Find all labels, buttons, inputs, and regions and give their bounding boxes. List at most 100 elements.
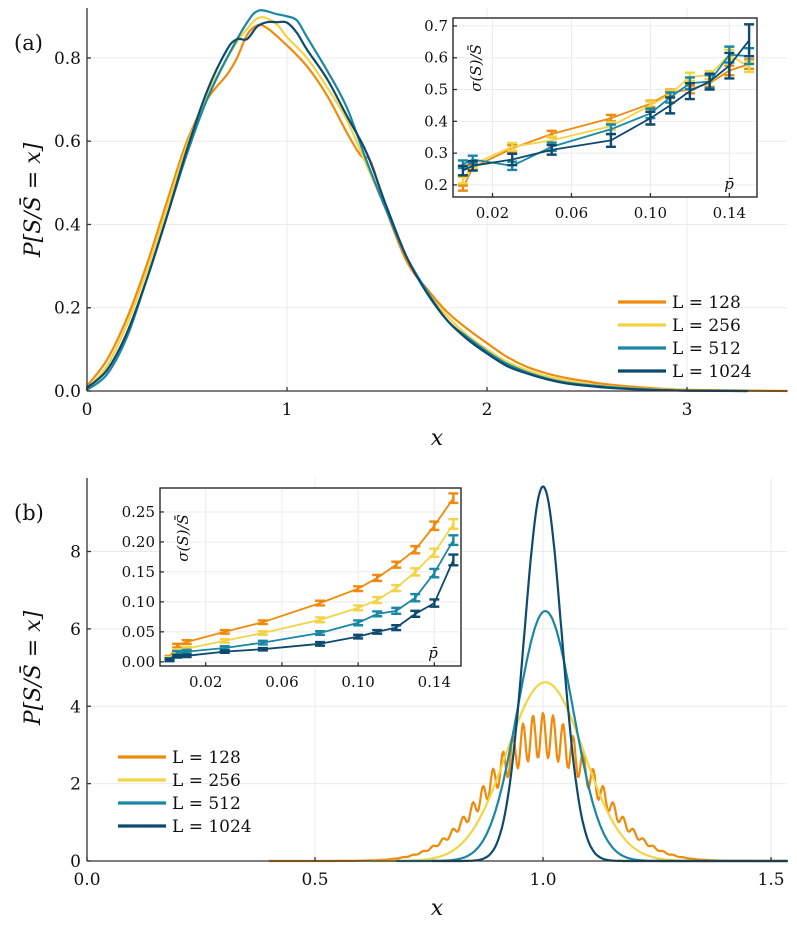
inset-errorbar xyxy=(181,639,192,646)
legend: L = 128 L = 256 L = 512 L = 1024 xyxy=(118,748,252,837)
y-tick-label: 2 xyxy=(70,775,81,795)
inset-errorbar xyxy=(457,164,468,177)
inset: 0.02 0.06 0.10 0.14 0.2 0.3 0.4 0.5 0.6 0.7 σ(S)/S… xyxy=(424,17,758,222)
inset-frame xyxy=(452,17,758,198)
inset-errorbar xyxy=(372,628,383,635)
inset-errorbar xyxy=(315,599,326,607)
inset-errorbar xyxy=(410,544,421,555)
inset-errorbar xyxy=(353,604,364,612)
inset-errorbar xyxy=(391,583,402,593)
inset-errorbar xyxy=(315,616,326,624)
inset-errorbar xyxy=(448,492,459,505)
inset-errorbar xyxy=(219,637,230,644)
inset-y-tick-label: 0.20 xyxy=(122,533,155,551)
inset-errorbar xyxy=(429,567,440,579)
inset-errorbar xyxy=(448,517,459,530)
inset-frame xyxy=(159,487,462,667)
inset-errorbar xyxy=(467,159,478,172)
inset-errorbar xyxy=(645,110,656,126)
inset-errorbar xyxy=(665,96,676,115)
y-tick-label: 6 xyxy=(70,620,81,640)
inset-y-tick-label: 0.7 xyxy=(424,17,448,35)
x-tick-label: 3 xyxy=(682,400,693,420)
inset-errorbar xyxy=(507,152,518,167)
x-axis-label: x xyxy=(431,426,444,451)
inset-errorbar xyxy=(410,592,421,603)
inset-border xyxy=(159,487,462,667)
legend-label: L = 128 xyxy=(672,293,741,313)
inset-errorbar xyxy=(724,51,735,80)
inset-x-tick-label: 0.06 xyxy=(265,673,298,691)
legend-label: L = 512 xyxy=(672,339,741,359)
inset-errorbar xyxy=(315,630,326,637)
y-tick-label: 8 xyxy=(70,543,81,563)
inset-x-tick-label: 0.10 xyxy=(341,673,374,691)
inset-y-tick-label: 0.3 xyxy=(424,144,448,162)
inset-errorbar xyxy=(391,606,402,616)
inset-errorbar xyxy=(704,72,715,91)
inset-errorbar xyxy=(410,567,421,577)
x-tick-label: 1 xyxy=(282,400,293,420)
inset-errorbar xyxy=(257,630,268,637)
inset-errorbar xyxy=(546,143,557,156)
inset-x-tick-label: 0.14 xyxy=(418,673,451,691)
inset-errorbar xyxy=(429,520,440,532)
x-axis-label: x xyxy=(431,896,444,921)
inset-errorbar xyxy=(172,654,183,659)
series-line-L128 xyxy=(268,712,789,863)
inset-errorbar xyxy=(353,585,364,593)
inset-errorbar xyxy=(181,653,192,659)
inset-errorbar xyxy=(257,639,268,646)
x-tick-label: 0.5 xyxy=(301,870,328,890)
inset-y-tick-label: 0.4 xyxy=(424,112,448,130)
x-tick-label: 2 xyxy=(482,400,493,420)
inset-errorbar xyxy=(448,553,459,567)
inset-errorbar xyxy=(391,624,402,632)
panel-label: (a) xyxy=(14,31,43,55)
inset-errorbar xyxy=(353,619,364,627)
inset-y-tick-label: 0.25 xyxy=(122,503,155,521)
inset-errorbar xyxy=(172,642,183,649)
inset-errorbar xyxy=(257,646,268,652)
inset-errorbar xyxy=(164,657,175,663)
inset-y-tick-label: 0.10 xyxy=(122,593,155,611)
inset-errorbar xyxy=(372,573,383,583)
legend: L = 128 L = 256 L = 512 L = 1024 xyxy=(618,293,752,382)
legend-label: L = 128 xyxy=(172,748,241,768)
inset-errorbar xyxy=(219,628,230,635)
inset-y-axis-label: σ(S)/S̄ xyxy=(467,44,485,92)
inset-errorbar xyxy=(684,81,695,101)
y-tick-label: 0.6 xyxy=(54,132,81,152)
series-line-L256 xyxy=(85,16,749,393)
x-tick-label: 1.5 xyxy=(758,870,785,890)
inset-errorbar xyxy=(744,23,755,58)
x-tick-label: 1.0 xyxy=(530,870,557,890)
inset-errorbar xyxy=(457,184,468,192)
inset-errorbar xyxy=(372,595,383,605)
inset-errorbar xyxy=(353,633,364,640)
inset-errorbar xyxy=(507,141,518,152)
inset-errorbar xyxy=(410,609,421,619)
x-tick-label: 0 xyxy=(82,400,93,420)
inset-y-tick-label: 0.15 xyxy=(122,563,155,581)
y-tick-label: 0 xyxy=(70,852,81,872)
inset-errorbar xyxy=(448,534,459,547)
y-axis-label: P[S/S̄ = x] xyxy=(19,610,46,726)
inset-y-tick-label: 0.2 xyxy=(424,176,448,194)
inset-y-tick-label: 0.6 xyxy=(424,49,448,67)
inset-x-tick-label: 0.02 xyxy=(476,204,509,222)
inset-errorbar xyxy=(457,175,468,185)
inset-errorbar xyxy=(391,560,402,569)
inset-x-axis-label: p̄ xyxy=(724,175,734,193)
legend-label: L = 512 xyxy=(172,794,241,814)
inset-y-tick-label: 0.05 xyxy=(122,623,155,641)
legend-label: L = 1024 xyxy=(672,362,752,382)
y-tick-label: 4 xyxy=(70,697,81,717)
inset-errorbar xyxy=(429,547,440,559)
inset-errorbar xyxy=(605,132,616,148)
y-tick-label: 0.4 xyxy=(54,215,81,235)
inset: 0.02 0.06 0.10 0.14 0.00 0.05 0.10 0.15 0.20 0.25… xyxy=(122,487,462,691)
panel-a: 0 1 2 3 0.0 0.2 0.4 0.6 0.8 (a) x P[S/S̄ = x] L = 12… xyxy=(14,8,789,451)
inset-errorbar xyxy=(372,610,383,618)
legend-label: L = 1024 xyxy=(172,817,252,837)
